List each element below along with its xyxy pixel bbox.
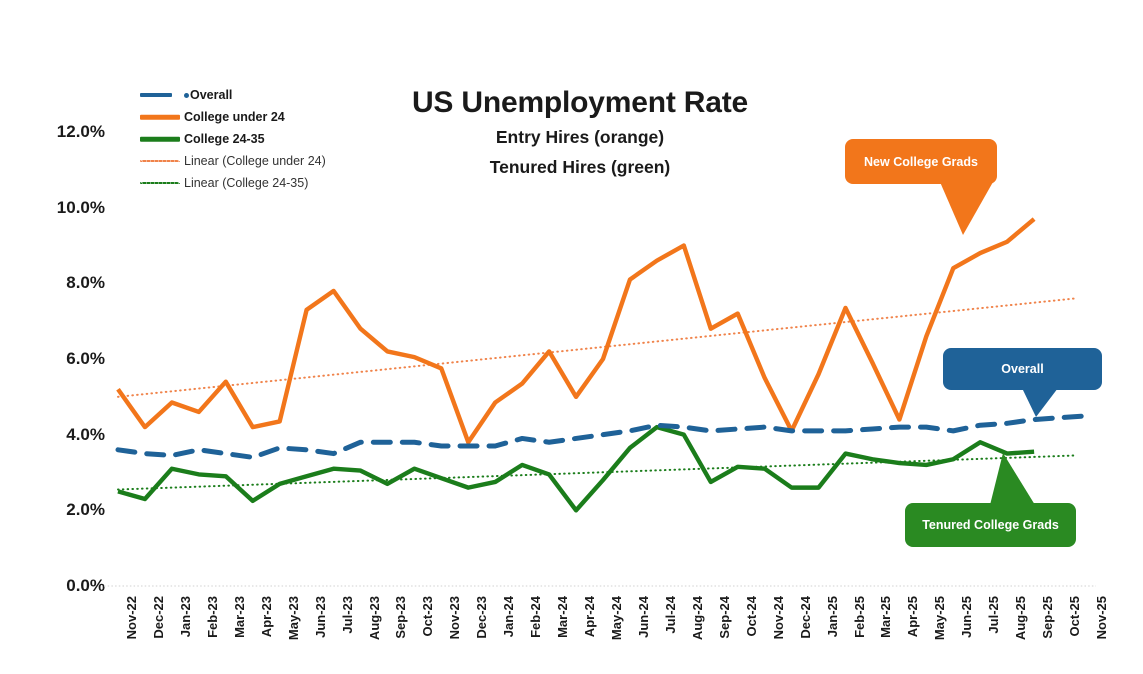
legend-item-1[interactable]: College under 24 (140, 106, 410, 128)
series-line-college-24-35 (117, 424, 1035, 513)
y-axis-tick-label: 4.0% (66, 424, 105, 444)
y-axis-tick-label: 12.0% (56, 122, 105, 141)
legend-item-label: Linear (College 24-35) (184, 176, 309, 190)
series-line-college-under-24 (116, 217, 1036, 445)
callout-tail-overall (1022, 388, 1058, 417)
y-axis-tick-label: 10.0% (56, 197, 105, 217)
callout-label: New College Grads (864, 154, 978, 169)
legend-item-label: College 24-35 (184, 132, 265, 146)
legend-swatch-icon (140, 110, 180, 124)
legend-item-label: Overall (190, 88, 233, 102)
legend-swatch-icon (140, 88, 180, 102)
legend-item-3[interactable]: Linear (College under 24) (140, 150, 410, 172)
callout-tenured-college-grads[interactable]: Tenured College Grads (905, 503, 1076, 547)
legend-item-2[interactable]: College 24-35 (140, 128, 410, 150)
callout-tail-tenured-college-grads (990, 453, 1035, 505)
legend-swatch-icon (140, 176, 180, 190)
legend-swatch-icon (140, 132, 180, 146)
y-axis-tick-label: 8.0% (66, 273, 105, 293)
callout-new-college-grads[interactable]: New College Grads (845, 139, 997, 184)
legend-item-label: College under 24 (184, 110, 285, 124)
chart-legend: Overall College under 24 College 24-35 Line… (140, 84, 410, 194)
y-axis-tick-label: 2.0% (66, 500, 105, 520)
series-line-overall (115, 413, 1091, 460)
y-axis: 0.0% 2.0% 4.0% 6.0% 8.0% 10.0% 12.0% (0, 0, 105, 674)
legend-item-label: Linear (College under 24) (184, 154, 326, 168)
callout-tail-new-college-grads (940, 182, 993, 235)
legend-item-0[interactable]: Overall (140, 84, 410, 106)
callout-overall[interactable]: Overall (943, 348, 1102, 390)
legend-marker-icon (184, 92, 189, 98)
y-axis-tick-label: 6.0% (66, 349, 105, 368)
trendline-0 (117, 297, 1076, 398)
y-axis-tick-label: 0.0% (66, 576, 105, 595)
callout-label: Tenured College Grads (922, 518, 1059, 532)
legend-item-4[interactable]: Linear (College 24-35) (140, 172, 410, 194)
legend-swatch-icon (140, 154, 180, 168)
callout-label: Overall (1001, 362, 1044, 376)
